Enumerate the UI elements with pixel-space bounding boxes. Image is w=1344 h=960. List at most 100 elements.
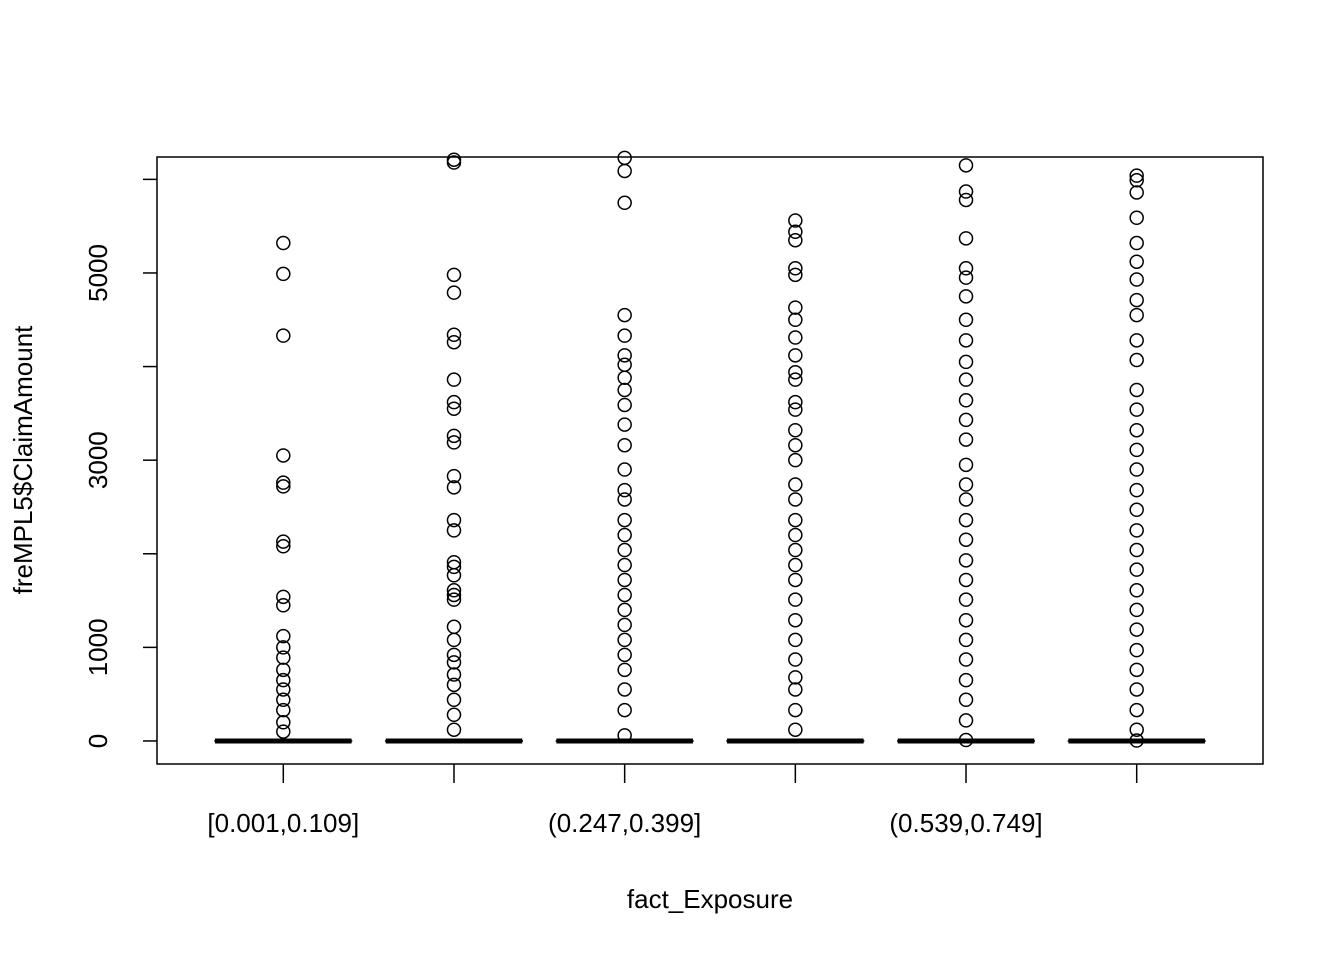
outlier [958,261,974,276]
outlier [276,598,291,613]
outlier [788,722,803,737]
outlier [788,364,803,380]
outlier [617,572,632,588]
x-axis-label: fact_Exposure [627,884,793,914]
outlier [1129,523,1144,538]
outlier [788,632,803,648]
outlier [276,328,291,343]
outlier [1129,462,1144,477]
outlier [617,348,632,363]
outlier [276,539,291,554]
outlier [1129,602,1144,618]
outlier [788,213,803,228]
outlier [446,587,462,603]
outlier [958,412,974,428]
outlier [1129,442,1144,458]
outlier [446,722,462,737]
outlier [446,372,462,387]
outlier [617,437,632,453]
outlier [276,715,291,730]
outlier [788,612,803,628]
outlier [617,307,632,323]
outlier [446,401,462,416]
outlier [958,270,974,285]
outlier [446,435,462,450]
outlier [958,354,974,370]
outlier [276,628,291,644]
outlier [788,592,803,607]
outlier [617,527,632,543]
outlier [788,492,803,507]
outlier [446,677,462,693]
outlier [788,682,803,697]
outlier [1129,352,1144,368]
outlier [788,312,803,328]
outlier [958,158,974,173]
outlier [617,587,632,603]
outlier [958,692,974,708]
outlier [276,662,291,678]
outlier [617,417,632,432]
outlier [1129,254,1144,269]
outlier [788,527,803,543]
x-tick-label: (0.247,0.399] [548,808,701,838]
outlier [617,492,632,507]
outlier [958,553,974,568]
outlier [617,542,632,558]
outlier [958,312,974,328]
outlier [446,468,462,484]
outlier [446,428,462,444]
outlier [958,393,974,408]
outlier [958,432,974,447]
outlier [788,224,803,240]
outlier [617,195,632,211]
outlier [958,672,974,688]
outlier [276,534,291,549]
outlier [1129,333,1144,348]
outlier [958,532,974,547]
outlier [788,542,803,558]
outlier [788,261,803,276]
outlier [958,612,974,628]
outlier [788,348,803,363]
outlier [446,267,462,283]
outlier [788,652,803,667]
outlier [1129,702,1144,718]
outlier [276,682,291,697]
y-tick-label: 3000 [83,431,113,489]
outlier [446,394,462,410]
outlier [1129,292,1144,308]
outlier [446,523,462,538]
outlier [617,382,632,398]
outlier [1129,402,1144,417]
outlier [788,330,803,345]
outlier [276,640,291,655]
outlier [617,647,632,663]
outlier [788,402,803,417]
outlier [617,397,632,413]
outlier [788,372,803,387]
outlier [446,568,462,583]
outlier [1129,722,1144,737]
outlier [788,512,803,528]
outlier [1129,185,1144,200]
outlier [617,728,632,743]
outlier [958,572,974,588]
outlier [446,285,462,300]
outlier [788,232,803,248]
outlier [446,334,462,350]
outlier [617,370,632,386]
outlier [276,650,291,665]
outlier [446,152,462,167]
outlier [788,300,803,315]
x-tick-label: (0.539,0.749] [889,808,1042,838]
outlier [446,155,462,170]
outlier [958,231,974,246]
outlier [446,619,462,635]
outlier [617,482,632,498]
outlier [276,702,291,718]
outlier [617,557,632,573]
outlier [958,652,974,667]
outlier [276,692,291,708]
